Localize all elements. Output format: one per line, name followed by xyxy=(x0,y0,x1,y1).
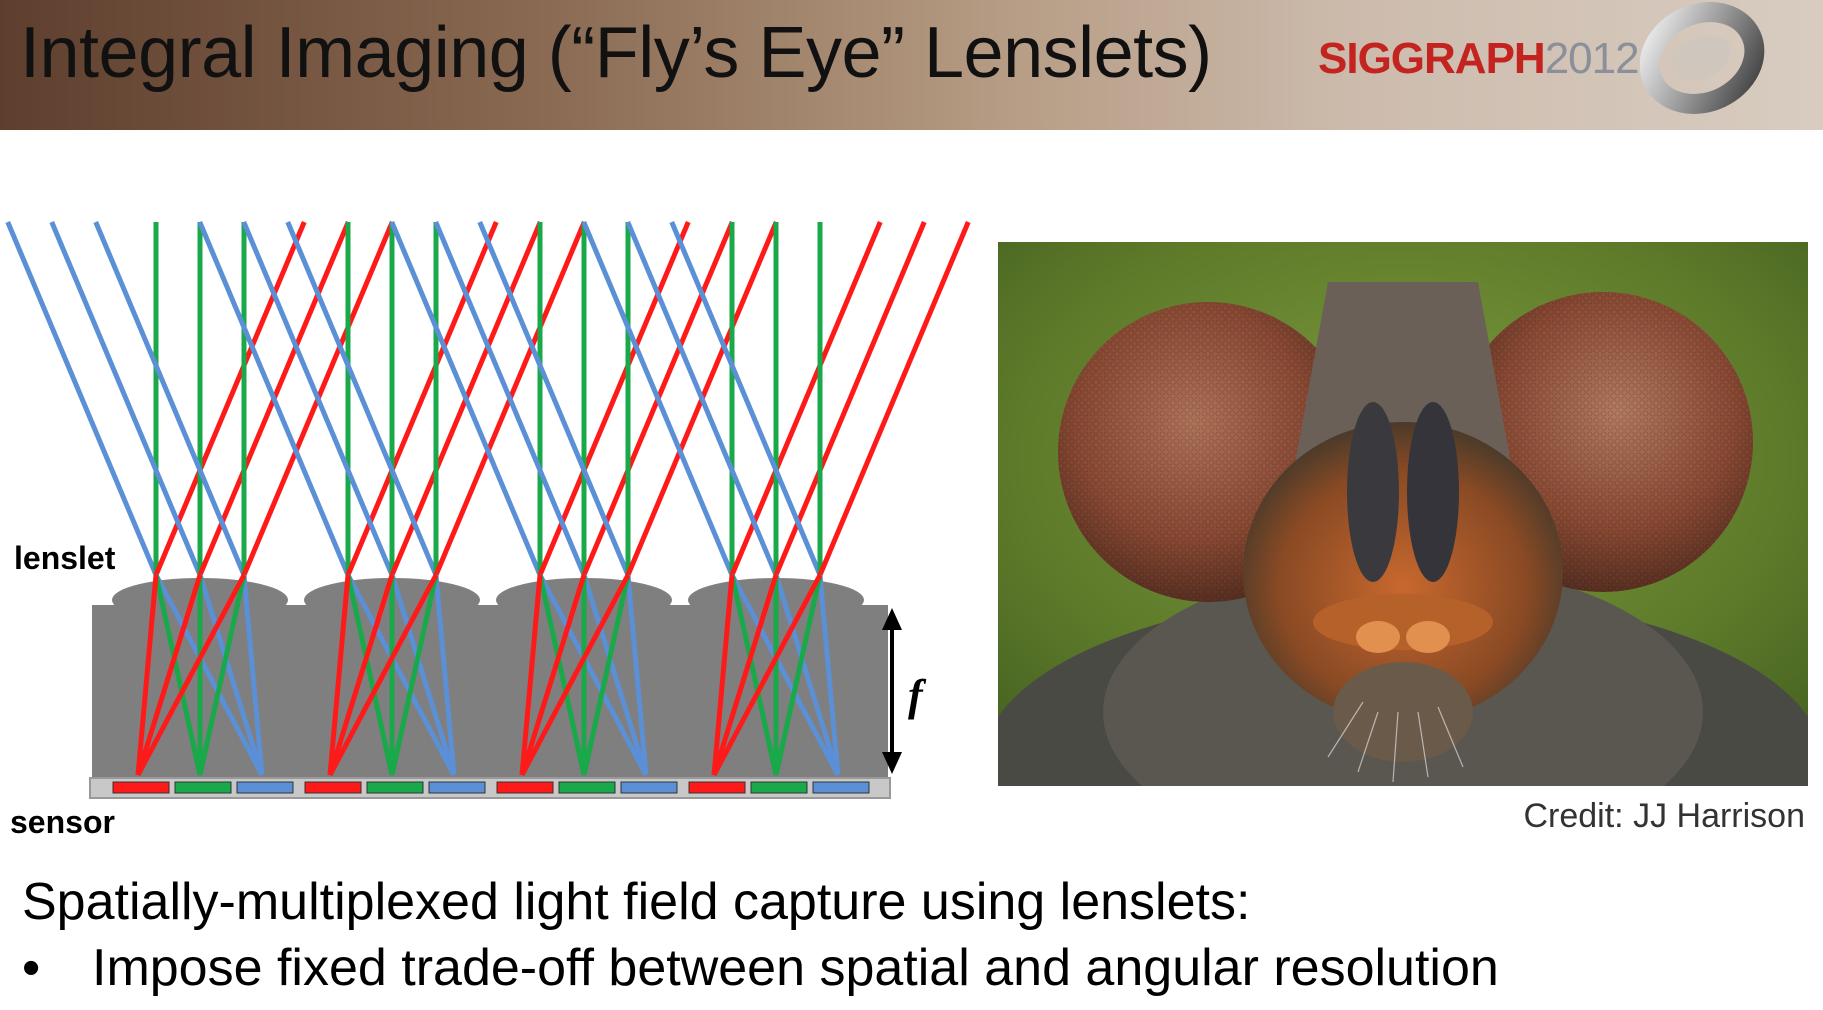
blue-ray xyxy=(581,574,649,776)
green-ray xyxy=(153,574,203,776)
green-sensor-pixel xyxy=(366,781,424,794)
red-ray xyxy=(345,221,499,576)
photo-credit: Credit: JJ Harrison xyxy=(1523,797,1805,835)
red-ray xyxy=(711,573,823,777)
green-ray xyxy=(729,574,779,776)
sensor-pixels xyxy=(112,781,870,794)
blue-ray xyxy=(285,221,439,576)
blue-sensor-pixel xyxy=(236,781,294,794)
blue-ray xyxy=(5,221,159,576)
red-ray xyxy=(135,574,159,776)
green-ray xyxy=(537,574,587,776)
green-ray xyxy=(389,574,439,776)
blue-ray xyxy=(433,221,587,576)
red-ray xyxy=(327,574,395,776)
bullet-dot: • xyxy=(22,939,41,997)
blue-sensor-pixel xyxy=(620,781,678,794)
brand-year: 2012 xyxy=(1544,34,1640,83)
green-sensor-pixel xyxy=(558,781,616,794)
bullet-text: Impose fixed trade-off between spatial a… xyxy=(92,939,1499,997)
red-ray xyxy=(729,221,883,576)
incoming-rays xyxy=(5,221,971,576)
blue-sensor-pixel xyxy=(428,781,486,794)
focal-length-label: f xyxy=(908,671,927,720)
blue-ray xyxy=(197,574,265,776)
blue-ray xyxy=(669,221,823,576)
lenslet-diagram: f xyxy=(5,221,971,799)
green-ray xyxy=(773,574,823,776)
red-ray xyxy=(327,573,439,777)
red-ray xyxy=(135,574,203,776)
blue-ray xyxy=(773,574,841,776)
blue-ray xyxy=(729,573,841,777)
blue-ray xyxy=(197,221,351,576)
fly-eye-photo xyxy=(998,242,1808,786)
blue-ray xyxy=(625,221,779,576)
blue-ray xyxy=(537,573,649,777)
blue-sensor-pixel xyxy=(812,781,870,794)
blue-ray xyxy=(817,574,841,776)
red-sensor-pixel xyxy=(304,781,362,794)
red-sensor-pixel xyxy=(688,781,746,794)
blue-ray xyxy=(389,574,457,776)
red-ray xyxy=(817,221,971,576)
blue-ray xyxy=(241,221,395,576)
title-bar: Integral Imaging (“Fly’s Eye” Lenslets) … xyxy=(0,0,1823,130)
refracted-rays xyxy=(135,573,841,777)
brand-name: SIGGRAPH xyxy=(1318,34,1546,83)
blue-ray xyxy=(389,221,543,576)
green-sensor-pixel xyxy=(174,781,232,794)
focal-length-arrow xyxy=(882,608,902,774)
red-sensor-pixel xyxy=(496,781,554,794)
red-ray xyxy=(537,221,691,576)
blue-ray xyxy=(49,221,203,576)
slide-title: Integral Imaging (“Fly’s Eye” Lenslets) xyxy=(20,13,1212,93)
green-sensor-pixel xyxy=(750,781,808,794)
green-ray xyxy=(581,574,631,776)
green-ray xyxy=(345,574,395,776)
blue-ray xyxy=(345,573,457,777)
blue-ray xyxy=(477,221,631,576)
green-ray xyxy=(197,574,247,776)
red-ray xyxy=(519,574,587,776)
blue-ray xyxy=(581,221,735,576)
siggraph-logo-text: SIGGRAPH2012 xyxy=(1318,34,1640,84)
red-ray xyxy=(519,574,543,776)
lenslet-label: lenslet xyxy=(14,540,116,576)
blue-ray xyxy=(241,574,265,776)
red-ray xyxy=(135,573,247,777)
sensor-label: sensor xyxy=(10,804,115,840)
red-ray xyxy=(153,221,307,576)
red-sensor-pixel xyxy=(112,781,170,794)
blue-ray xyxy=(93,221,247,576)
red-ray xyxy=(773,221,927,576)
siggraph-swirl-logo-icon xyxy=(1640,2,1765,114)
blue-ray xyxy=(625,574,649,776)
red-ray xyxy=(711,574,735,776)
red-ray xyxy=(519,573,631,777)
red-ray xyxy=(711,574,779,776)
red-ray xyxy=(327,574,351,776)
blue-ray xyxy=(153,573,265,777)
bullet-item: • Impose fixed trade-off between spatial … xyxy=(22,938,1499,998)
blue-ray xyxy=(433,574,457,776)
caption-text: Spatially-multiplexed light field captur… xyxy=(22,873,1251,931)
